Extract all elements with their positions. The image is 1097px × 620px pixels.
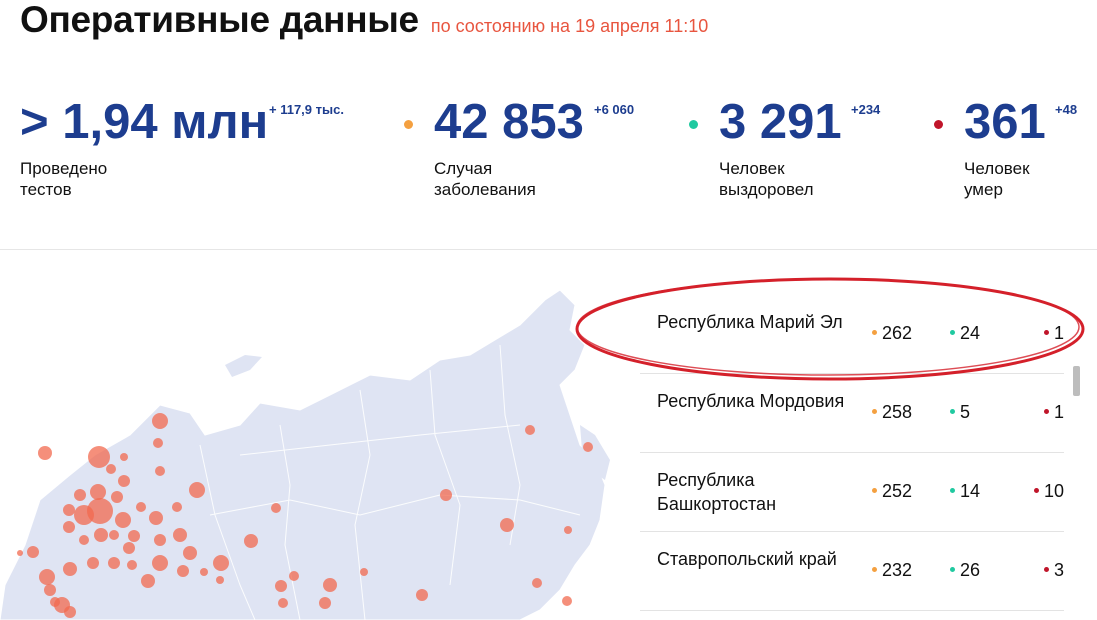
region-cases: 252 [872, 480, 912, 502]
region-deaths: 1 [1032, 322, 1064, 344]
russia-map[interactable] [0, 285, 610, 620]
list-item[interactable]: Ставропольский край 232 26 3 [640, 532, 1064, 611]
deaths-dot-icon [1033, 487, 1039, 493]
recovered-dot-icon [950, 487, 955, 493]
stat-label: Человек умер [964, 159, 1030, 199]
region-name: Республика Башкортостан [657, 470, 777, 514]
stat-delta: +234 [851, 102, 881, 117]
region-recovered: 14 [950, 480, 980, 502]
case-bubbles [17, 413, 593, 618]
list-item[interactable]: Республика Башкортостан 252 14 10 [640, 453, 1064, 532]
recovered-dot-icon [689, 120, 698, 129]
stat-value: 42 853 [434, 95, 584, 149]
russia-landmass [0, 289, 606, 620]
region-borders [199, 344, 581, 620]
list-item[interactable]: Республика Марий Эл 262 24 1 [640, 295, 1064, 374]
region-recovered: 5 [950, 401, 970, 423]
page-title: Оперативные данные [20, 0, 419, 40]
deaths-dot-icon [1043, 408, 1049, 414]
update-timestamp: по состоянию на 19 апреля 11:10 [430, 16, 709, 36]
recovered-dot-icon [950, 566, 955, 572]
stat-value: 361 [964, 95, 1046, 149]
recovered-dot-icon [950, 408, 955, 414]
deaths-dot-icon [1043, 566, 1049, 572]
region-list[interactable]: Республика Марий Эл 262 24 1 Республика … [640, 295, 1064, 611]
stat-delta: +48 [1055, 102, 1078, 117]
region-cases: 232 [872, 559, 912, 581]
stat-label: Человек выздоровел [719, 159, 814, 199]
region-cases: 258 [872, 401, 912, 423]
cases-dot-icon [872, 487, 877, 493]
stat-deaths: 361 +48 Человек умер [934, 95, 1077, 200]
cases-dot-icon [872, 566, 877, 572]
region-name: Республика Марий Эл [657, 312, 843, 332]
stat-value: 3 291 [719, 95, 842, 149]
region-name: Ставропольский край [657, 549, 837, 569]
kamchatka [580, 425, 610, 480]
list-scrollbar[interactable] [1073, 366, 1080, 396]
region-deaths: 10 [1020, 480, 1064, 502]
deaths-dot-icon [934, 120, 943, 129]
stat-value: > 1,94 млн [20, 95, 269, 149]
novaya-zemlya [225, 355, 262, 377]
recovered-dot-icon [950, 329, 955, 335]
region-recovered: 24 [950, 322, 980, 344]
region-recovered: 26 [950, 559, 980, 581]
stat-delta: +6 060 [594, 102, 635, 117]
stat-label: Проведено тестов [20, 159, 108, 199]
stat-delta: + 117,9 тыс. [269, 102, 344, 117]
region-cases: 262 [872, 322, 912, 344]
stat-recovered: 3 291 +234 Человек выздоровел [689, 95, 880, 200]
stat-label: Случая заболевания [434, 159, 536, 199]
stat-cases: 42 853 +6 060 Случая заболевания [404, 95, 634, 200]
stat-tests: > 1,94 млн + 117,9 тыс. Проведено тестов [20, 95, 344, 200]
cases-dot-icon [872, 408, 877, 414]
region-deaths: 3 [1032, 559, 1064, 581]
region-deaths: 1 [1032, 401, 1064, 423]
region-name: Республика Мордовия [657, 391, 845, 411]
cases-dot-icon [404, 120, 413, 129]
list-item[interactable]: Республика Мордовия 258 5 1 [640, 374, 1064, 453]
page-header: Оперативные данные по состоянию на 19 ап… [20, 0, 708, 46]
deaths-dot-icon [1043, 329, 1049, 335]
cases-dot-icon [872, 329, 877, 335]
section-divider [0, 249, 1097, 250]
